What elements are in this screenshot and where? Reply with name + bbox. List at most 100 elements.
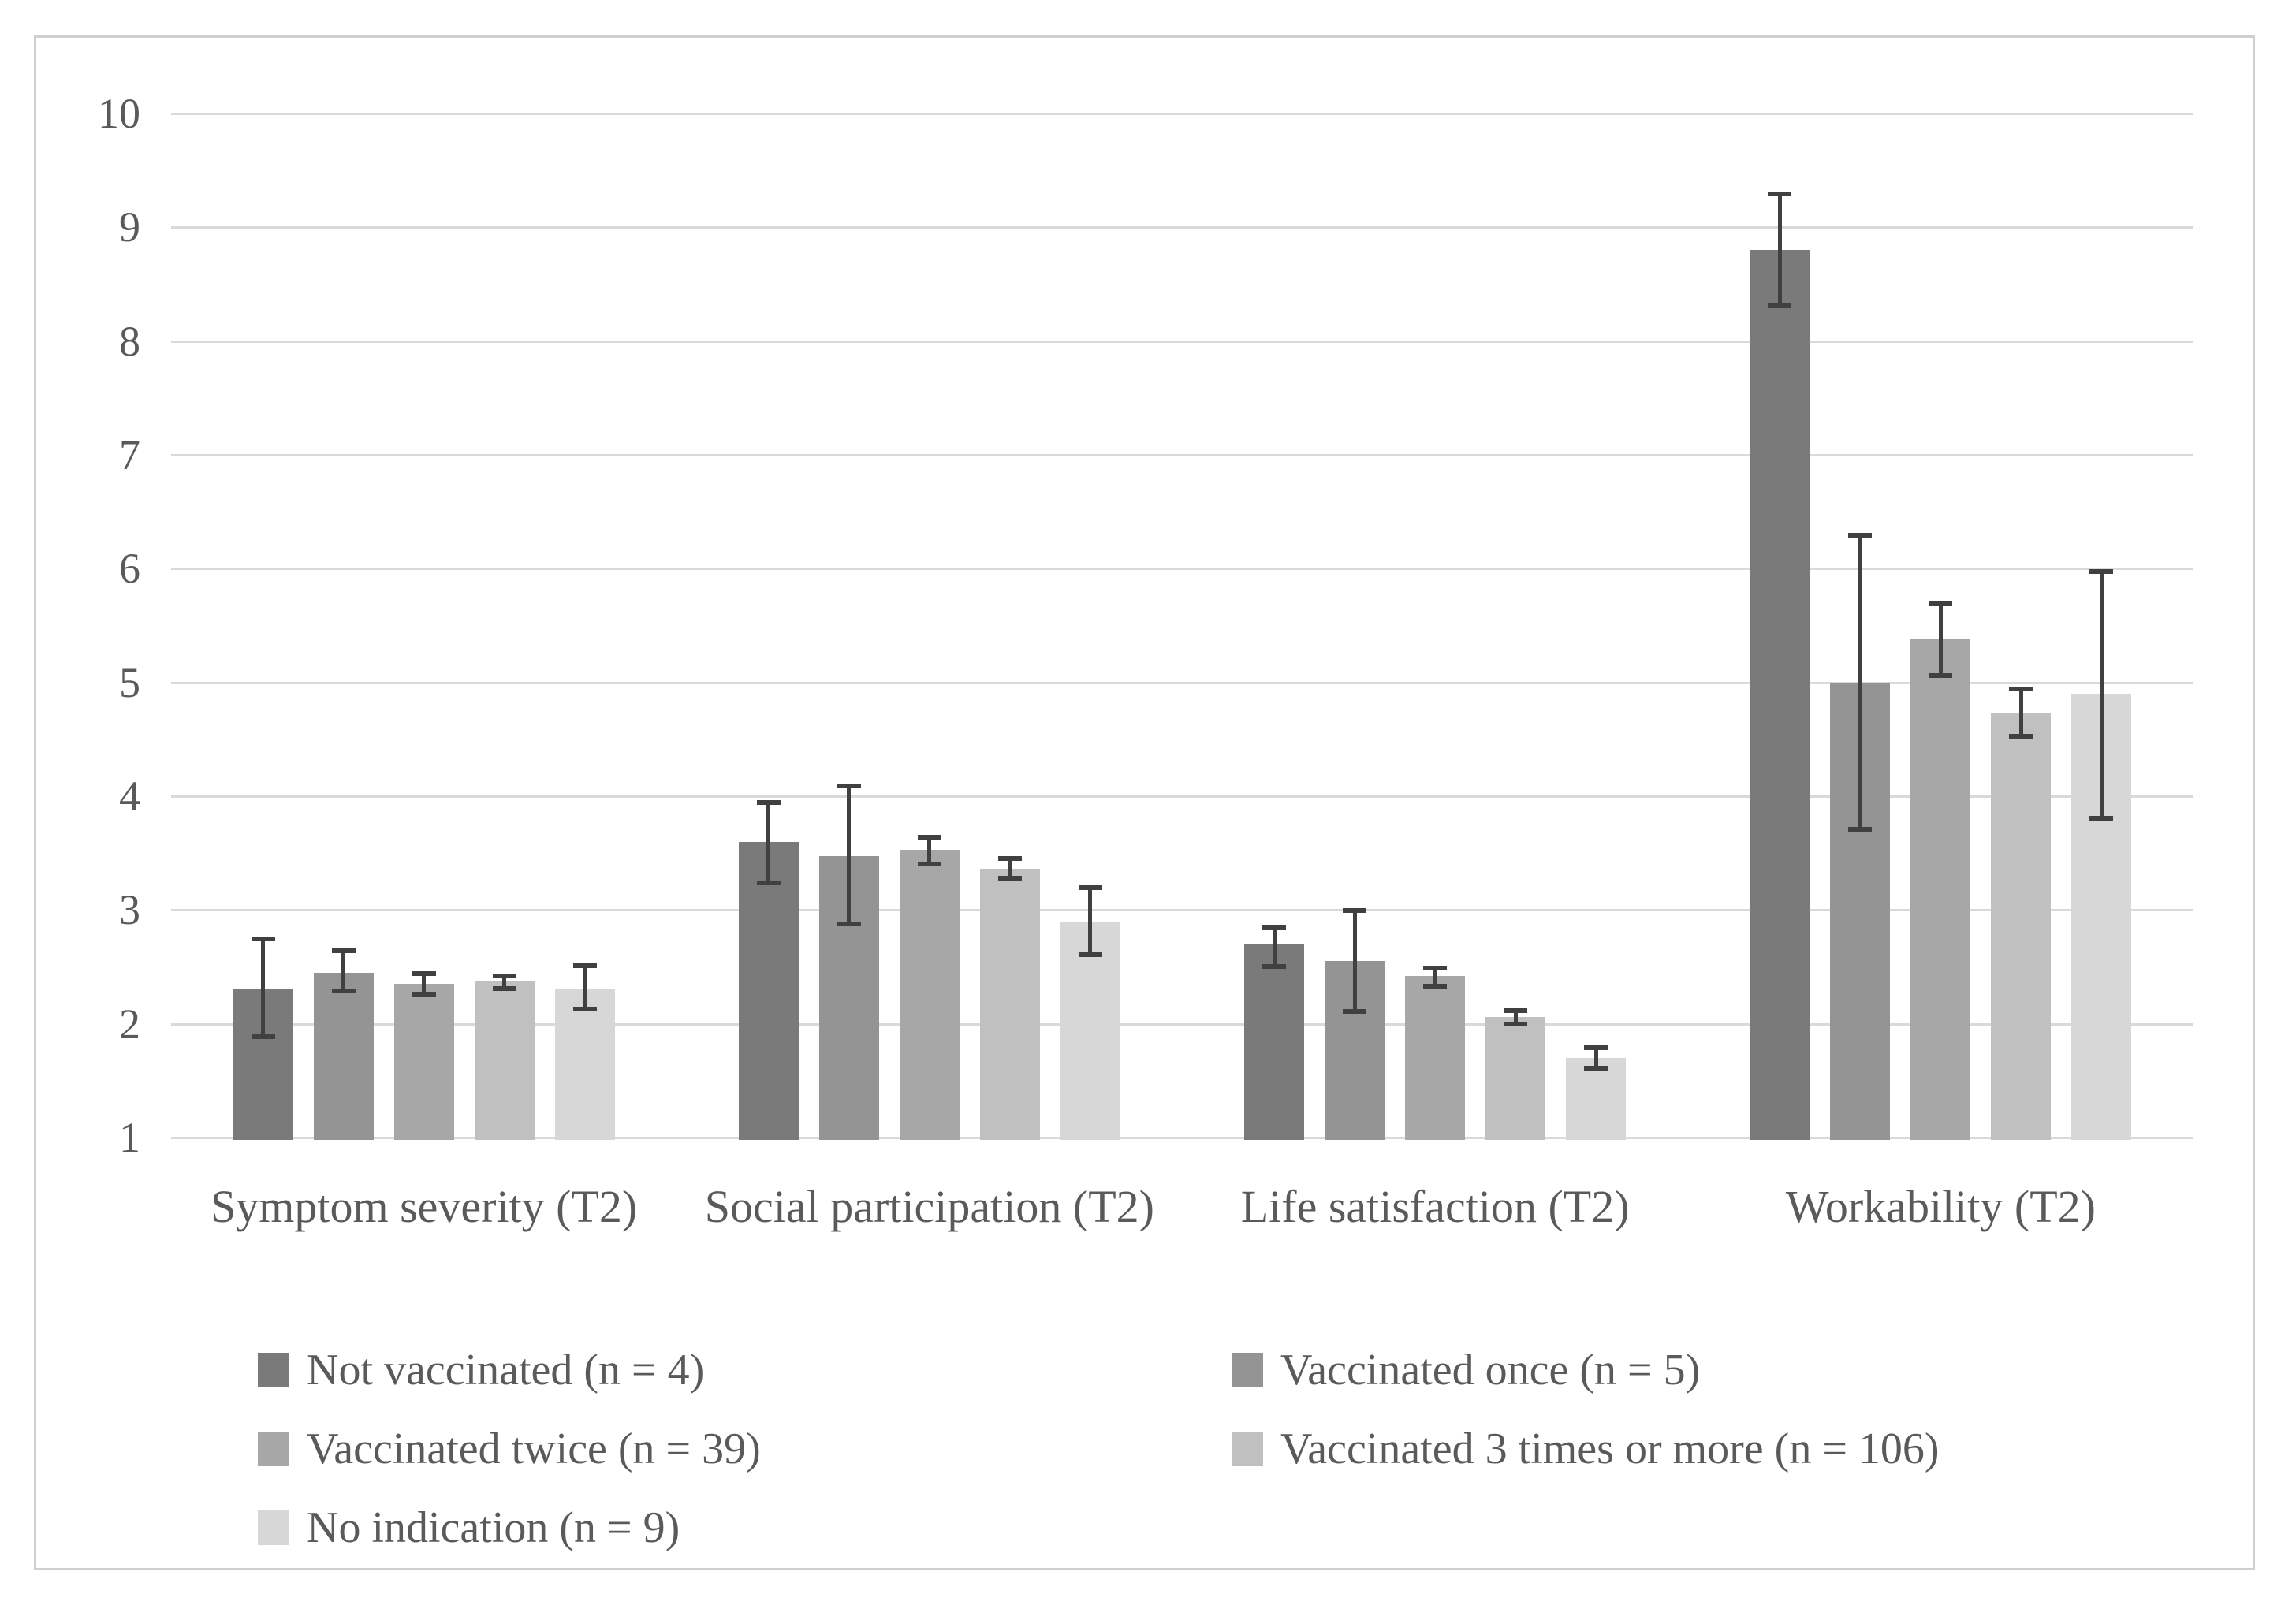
- error-bar-cap-top: [1262, 925, 1287, 930]
- error-bar-line: [847, 784, 852, 925]
- error-bar-cap-top: [837, 783, 861, 788]
- error-bar-cap-bottom: [1929, 673, 1953, 679]
- error-bar-line: [422, 972, 427, 996]
- error-bar-cap-top: [1423, 965, 1448, 970]
- error-bar-line: [1352, 910, 1357, 1013]
- gridline: [171, 681, 2194, 684]
- y-axis-tick-label: 10: [98, 90, 140, 137]
- error-bar-cap-top: [1504, 1008, 1528, 1014]
- legend-label: Vaccinated once (n = 5): [1280, 1346, 1701, 1395]
- legend-label: Vaccinated 3 times or more (n = 106): [1280, 1424, 1940, 1473]
- error-bar-cap-top: [2009, 686, 2033, 691]
- bar: [1991, 713, 2052, 1140]
- legend-item: Vaccinated once (n = 5): [1232, 1345, 1700, 1395]
- error-bar-cap-top: [2089, 569, 2114, 575]
- bar: [979, 869, 1040, 1140]
- legend-item: Vaccinated 3 times or more (n = 106): [1232, 1424, 1940, 1474]
- error-bar-cap-bottom: [1848, 827, 1873, 832]
- y-axis-tick-label: 1: [119, 1114, 140, 1161]
- error-bar-line: [583, 964, 587, 1011]
- bar: [1244, 944, 1305, 1140]
- error-bar-cap-top: [1848, 533, 1873, 538]
- error-bar-cap-bottom: [917, 861, 941, 866]
- error-bar-cap-top: [251, 937, 275, 942]
- legend-swatch: [1232, 1353, 1263, 1387]
- error-bar-cap-bottom: [1504, 1022, 1528, 1027]
- category-label: Social participation (T2): [704, 1181, 1154, 1232]
- bar: [899, 849, 960, 1140]
- legend-label: Not vaccinated (n = 4): [307, 1346, 705, 1395]
- legend-swatch: [1232, 1432, 1263, 1466]
- bar: [474, 981, 535, 1140]
- legend-swatch: [258, 1510, 289, 1545]
- error-bar-line: [341, 949, 346, 992]
- legend-item: No indication (n = 9): [258, 1503, 680, 1553]
- legend-label: Vaccinated twice (n = 39): [307, 1424, 761, 1473]
- error-bar-line: [502, 974, 507, 990]
- bar: [554, 989, 615, 1140]
- bar: [1485, 1017, 1546, 1140]
- error-bar-line: [1433, 966, 1437, 988]
- legend-item: Vaccinated twice (n = 39): [258, 1424, 761, 1474]
- error-bar-cap-top: [412, 970, 436, 976]
- error-bar-cap-bottom: [1584, 1066, 1608, 1071]
- bar: [1910, 639, 1971, 1140]
- y-axis-tick-label: 6: [119, 545, 140, 593]
- y-axis-tick-label: 5: [119, 658, 140, 706]
- error-bar-cap-bottom: [2089, 815, 2114, 821]
- error-bar-line: [766, 802, 771, 884]
- error-bar-cap-top: [572, 963, 597, 968]
- error-bar-cap-top: [331, 948, 356, 953]
- bar: [1566, 1057, 1627, 1140]
- gridline: [171, 113, 2194, 115]
- gridline: [171, 340, 2194, 343]
- legend-swatch: [258, 1432, 289, 1466]
- error-bar-cap-bottom: [2009, 733, 2033, 739]
- error-bar-line: [1008, 857, 1012, 880]
- y-axis-tick-label: 3: [119, 886, 140, 934]
- gridline: [171, 1022, 2194, 1026]
- error-bar-cap-top: [997, 855, 1022, 861]
- gridline: [171, 454, 2194, 456]
- error-bar-cap-bottom: [1768, 303, 1792, 309]
- bar: [1750, 250, 1810, 1140]
- error-bar-cap-top: [1584, 1045, 1608, 1050]
- error-bar-line: [1513, 1010, 1518, 1026]
- y-axis-tick-label: 8: [119, 317, 140, 365]
- error-bar-line: [1858, 534, 1862, 831]
- bar: [738, 841, 799, 1140]
- error-bar-cap-bottom: [251, 1033, 275, 1039]
- category-label: Workability (T2): [1785, 1181, 2096, 1232]
- error-bar-cap-bottom: [837, 922, 861, 927]
- error-bar-line: [927, 836, 932, 865]
- error-bar-cap-top: [1078, 885, 1102, 891]
- gridline: [171, 909, 2194, 912]
- gridline: [171, 568, 2194, 571]
- category-label: Life satisfaction (T2): [1240, 1181, 1630, 1232]
- y-axis-tick-label: 4: [119, 773, 140, 820]
- gridline: [171, 226, 2194, 229]
- error-bar-cap-bottom: [1423, 984, 1448, 989]
- error-bar-cap-top: [917, 834, 941, 840]
- error-bar-cap-bottom: [997, 876, 1022, 881]
- error-bar-line: [2099, 571, 2104, 819]
- category-label: Symptom severity (T2): [210, 1181, 638, 1232]
- error-bar-cap-bottom: [1262, 963, 1287, 969]
- bar: [313, 972, 374, 1140]
- error-bar-line: [1938, 602, 1943, 677]
- bar: [1405, 976, 1466, 1140]
- error-bar-cap-bottom: [492, 986, 516, 992]
- error-bar-line: [1593, 1046, 1598, 1070]
- bar: [393, 984, 454, 1140]
- gridline: [171, 795, 2194, 798]
- y-axis-tick-label: 7: [119, 431, 140, 479]
- error-bar-line: [261, 938, 266, 1037]
- error-bar-cap-bottom: [331, 989, 356, 994]
- error-bar-cap-bottom: [756, 881, 781, 886]
- error-bar-cap-top: [756, 800, 781, 806]
- error-bar-cap-top: [1929, 601, 1953, 606]
- bar: [1060, 921, 1120, 1140]
- error-bar-cap-bottom: [1078, 952, 1102, 958]
- y-axis-tick-label: 2: [119, 1000, 140, 1048]
